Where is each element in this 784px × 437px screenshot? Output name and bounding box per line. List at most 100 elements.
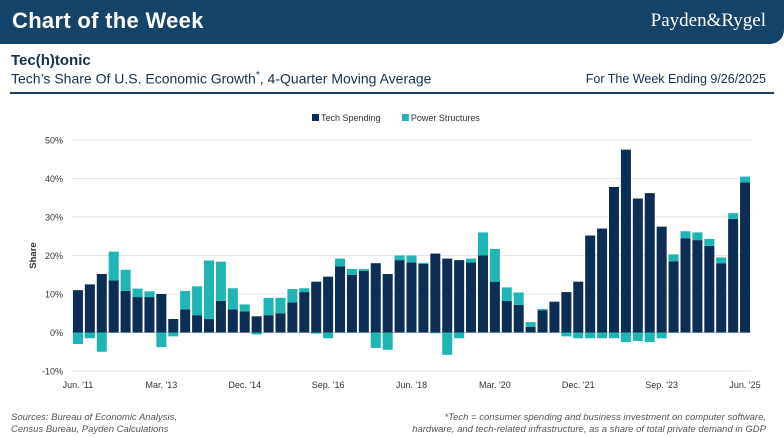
bar-power-structures <box>620 332 631 343</box>
bar-power-structures <box>728 213 739 219</box>
bar-power-structures <box>239 304 250 312</box>
bar-tech-spending <box>311 281 322 333</box>
bar-tech-spending <box>477 255 488 333</box>
bar-tech-spending <box>704 245 715 333</box>
x-tick-label: Mar. '20 <box>479 380 511 390</box>
bar-power-structures <box>656 332 667 339</box>
y-tick-label: 30% <box>45 213 63 223</box>
definition-note: *Tech = consumer spending and business i… <box>412 412 766 436</box>
bar-tech-spending <box>335 266 346 333</box>
bar-power-structures <box>120 269 131 291</box>
bar-power-structures <box>287 288 298 303</box>
bar-power-structures <box>215 261 226 301</box>
bar-power-structures <box>323 332 334 339</box>
y-tick-label: 20% <box>45 251 63 261</box>
bar-power-structures <box>227 288 238 310</box>
brand-logo: Payden&Rygel <box>650 10 766 31</box>
y-tick-label: -10% <box>42 367 63 377</box>
subtitle-text: Tech’s Share Of U.S. Economic Growth <box>11 70 256 87</box>
header-banner: Chart of the Week Payden&Rygel <box>0 0 784 44</box>
bar-tech-spending <box>192 315 203 333</box>
bar-power-structures <box>513 292 524 305</box>
bar-power-structures <box>144 291 155 298</box>
bar-tech-spending <box>561 292 572 333</box>
bar-tech-spending <box>358 270 369 333</box>
sources-note: Sources: Bureau of Economic Analysis, Ce… <box>11 412 177 436</box>
y-axis-label: Share <box>28 242 39 268</box>
x-tick-label: Sep. '16 <box>312 380 345 390</box>
chart-svg: -10% 0% 10% 20% 30% 40% 50% Jun. '11 Mar. '13 De… <box>28 113 761 390</box>
chart-legend: Tech Spending Power Structures <box>312 113 480 123</box>
bar-power-structures <box>192 286 203 316</box>
bar-power-structures <box>597 332 608 339</box>
bar-power-structures <box>132 288 143 298</box>
bar-power-structures <box>84 332 95 339</box>
bar-tech-spending <box>180 309 191 333</box>
bar-tech-spending <box>156 294 167 333</box>
x-tick-label: Jun. '18 <box>396 380 427 390</box>
bar-tech-spending <box>227 309 238 333</box>
bar-tech-spending <box>716 263 727 333</box>
subtitle-suffix: , 4-Quarter Moving Average <box>259 70 432 87</box>
bar-power-structures <box>358 268 369 271</box>
bar-power-structures <box>430 332 441 334</box>
bar-tech-spending <box>442 258 453 333</box>
bar-tech-spending <box>573 281 584 333</box>
x-axis-ticks: Jun. '11 Mar. '13 Dec. '14 Sep. '16 Jun. '18… <box>63 380 761 390</box>
bar-power-structures <box>180 290 191 310</box>
definition-line-1: *Tech = consumer spending and business i… <box>444 412 766 423</box>
bar-power-structures <box>203 260 214 320</box>
y-tick-label: 0% <box>50 328 63 338</box>
x-tick-label: Dec. '14 <box>228 380 261 390</box>
bar-tech-spending <box>466 262 477 333</box>
bar-tech-spending <box>620 149 631 333</box>
bar-tech-spending <box>382 273 393 333</box>
bar-power-structures <box>466 258 477 263</box>
x-tick-label: Sep. '23 <box>645 380 678 390</box>
bar-tech-spending <box>728 218 739 333</box>
bar-power-structures <box>406 255 417 263</box>
bar-tech-spending <box>394 260 405 333</box>
bar-tech-spending <box>215 300 226 333</box>
bar-tech-spending <box>454 260 465 333</box>
bar-power-structures <box>716 257 727 264</box>
bar-tech-spending <box>168 319 179 333</box>
bar-tech-spending <box>239 311 250 333</box>
chart-title: Tec(h)tonic <box>11 52 91 69</box>
bar-tech-spending <box>632 198 643 333</box>
bar-tech-spending <box>501 300 512 333</box>
bar-tech-spending <box>406 262 417 333</box>
y-tick-label: 40% <box>45 174 63 184</box>
bar-tech-spending <box>489 281 500 333</box>
bar-tech-spending <box>370 263 381 333</box>
bar-tech-spending <box>132 297 143 333</box>
bar-power-structures <box>311 332 322 334</box>
bar-power-structures <box>442 332 453 355</box>
definition-line-2: hardware, and tech-related infrastructur… <box>412 424 766 435</box>
week-ending-label: For The Week Ending 9/26/2025 <box>585 72 766 86</box>
bar-power-structures <box>454 332 465 339</box>
header-divider <box>10 92 774 94</box>
bar-power-structures <box>740 176 751 183</box>
y-axis-ticks: -10% 0% 10% 20% 30% 40% 50% <box>42 136 63 377</box>
bar-power-structures <box>263 297 274 316</box>
bar-tech-spending <box>251 316 262 333</box>
bar-tech-spending <box>263 315 274 333</box>
bar-power-structures <box>72 332 83 345</box>
bar-tech-spending <box>299 292 310 333</box>
bar-power-structures <box>156 332 167 348</box>
bar-power-structures <box>489 248 500 282</box>
bar-power-structures <box>573 332 584 339</box>
bar-tech-spending <box>346 274 357 333</box>
bar-power-structures <box>275 297 286 314</box>
bar-power-structures <box>501 287 512 301</box>
legend-label: Power Structures <box>411 113 481 123</box>
bar-tech-spending <box>668 261 679 333</box>
bar-power-structures <box>335 258 346 267</box>
bar-power-structures <box>561 332 572 337</box>
bar-power-structures <box>537 309 548 311</box>
x-tick-label: Mar. '13 <box>145 380 177 390</box>
legend-swatch <box>312 114 319 121</box>
bar-tech-spending <box>96 273 107 333</box>
bar-power-structures <box>668 254 679 262</box>
